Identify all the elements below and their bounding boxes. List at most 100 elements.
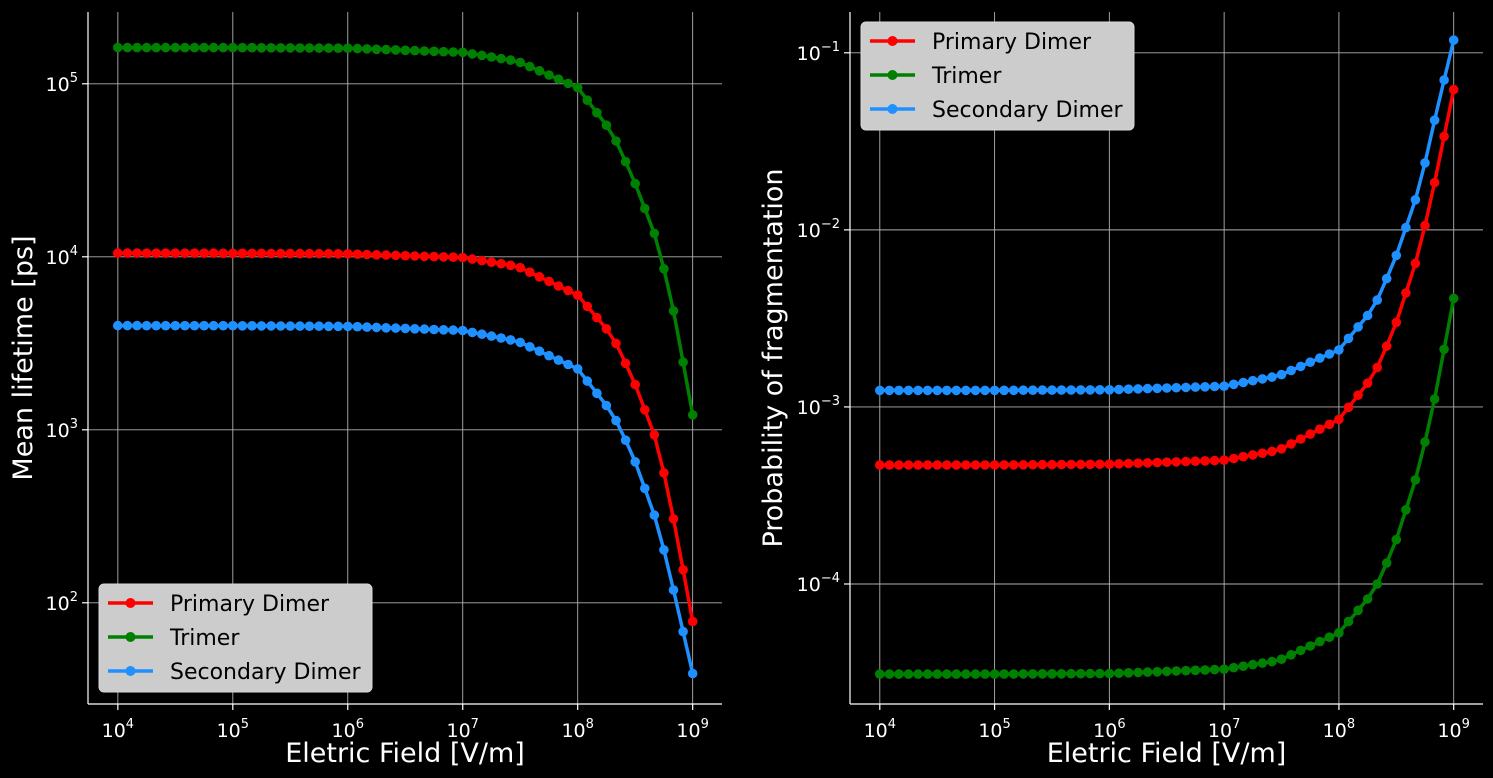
legend-label: Trimer — [931, 64, 1002, 89]
data-point — [922, 460, 933, 470]
y-tick-exponent: −4 — [821, 571, 840, 586]
data-point — [381, 323, 391, 333]
y-tick-base: 10 — [797, 397, 821, 419]
x-tick-label: 109 — [1437, 717, 1469, 742]
data-point — [496, 333, 506, 343]
data-point — [1028, 669, 1038, 679]
data-point — [611, 415, 621, 426]
data-point — [592, 107, 602, 118]
data-point — [467, 254, 478, 264]
data-point — [1209, 664, 1220, 675]
data-point — [505, 260, 516, 271]
series-secondary-dimer — [113, 320, 698, 679]
data-point — [323, 43, 334, 53]
data-point — [544, 276, 554, 287]
data-point — [1257, 658, 1268, 668]
legend-label: Secondary Dimer — [932, 98, 1124, 123]
data-point — [1295, 361, 1306, 372]
data-point — [371, 44, 382, 55]
y-tick-label: 103 — [46, 417, 78, 442]
data-point — [352, 43, 363, 54]
legend-swatch-marker — [887, 70, 898, 80]
data-point — [170, 320, 181, 331]
data-point — [1152, 457, 1162, 468]
data-point — [601, 400, 612, 411]
data-point — [572, 364, 583, 374]
data-point — [314, 248, 324, 259]
data-point — [687, 668, 698, 679]
data-point — [1315, 353, 1325, 363]
data-point — [1448, 84, 1459, 95]
data-point — [285, 43, 296, 53]
data-point — [942, 669, 952, 679]
data-point — [381, 44, 391, 55]
data-point — [1142, 458, 1153, 468]
data-point — [1334, 414, 1344, 425]
y-tick-base: 10 — [797, 43, 821, 65]
data-point — [1257, 448, 1268, 459]
data-point — [343, 43, 353, 53]
legend: Primary Dimer Trimer Secondary Dimer — [98, 583, 373, 693]
data-point — [1401, 222, 1411, 233]
data-point — [1439, 131, 1449, 142]
x-tick-exponent: 9 — [1462, 717, 1470, 732]
data-point — [457, 325, 468, 336]
data-point — [438, 46, 449, 57]
data-point — [1324, 419, 1335, 430]
data-point — [1410, 258, 1421, 269]
data-point — [563, 78, 573, 89]
data-point — [961, 385, 971, 396]
data-point — [352, 321, 363, 332]
data-point — [1420, 437, 1430, 447]
data-point — [534, 272, 545, 282]
y-tick-exponent: 5 — [70, 71, 78, 86]
x-tick-exponent: 8 — [1347, 717, 1355, 732]
data-point — [515, 57, 525, 68]
data-point — [942, 385, 952, 396]
data-point — [999, 669, 1009, 679]
data-point — [448, 47, 459, 57]
data-point — [151, 320, 161, 331]
data-point — [1037, 459, 1048, 470]
data-point — [343, 321, 353, 332]
x-tick-exponent: 4 — [888, 717, 896, 732]
data-point — [1037, 385, 1048, 395]
data-point — [486, 52, 497, 62]
data-point — [932, 669, 942, 679]
data-point — [1448, 293, 1459, 304]
data-point — [1171, 666, 1182, 676]
data-point — [218, 42, 228, 53]
data-point — [678, 357, 688, 367]
data-point — [678, 626, 688, 637]
data-point — [678, 565, 688, 575]
x-tick-label: 104 — [864, 717, 896, 742]
data-point — [620, 156, 631, 167]
data-point — [314, 43, 324, 53]
data-point — [932, 385, 942, 396]
x-tick-label: 106 — [1093, 717, 1125, 742]
data-point — [630, 178, 640, 189]
data-point — [1267, 446, 1277, 457]
data-point — [1181, 665, 1191, 676]
data-point — [894, 385, 904, 396]
data-point — [913, 460, 923, 470]
data-point — [1286, 365, 1296, 376]
data-point — [1391, 317, 1402, 328]
legend-label: Trimer — [169, 626, 240, 651]
data-point — [247, 321, 257, 331]
data-point — [592, 312, 602, 323]
data-point — [1123, 458, 1134, 469]
y-tick-label: 102 — [46, 590, 78, 615]
data-point — [894, 669, 904, 679]
data-point — [1372, 362, 1382, 373]
data-point — [659, 545, 669, 555]
data-point — [247, 248, 257, 259]
data-point — [553, 281, 564, 291]
x-tick-exponent: 7 — [1232, 717, 1240, 732]
data-point — [1104, 459, 1115, 470]
data-point — [1028, 385, 1038, 396]
data-point — [1162, 666, 1172, 677]
y-tick-base: 10 — [797, 574, 821, 596]
data-point — [477, 329, 487, 340]
data-point — [275, 248, 286, 259]
